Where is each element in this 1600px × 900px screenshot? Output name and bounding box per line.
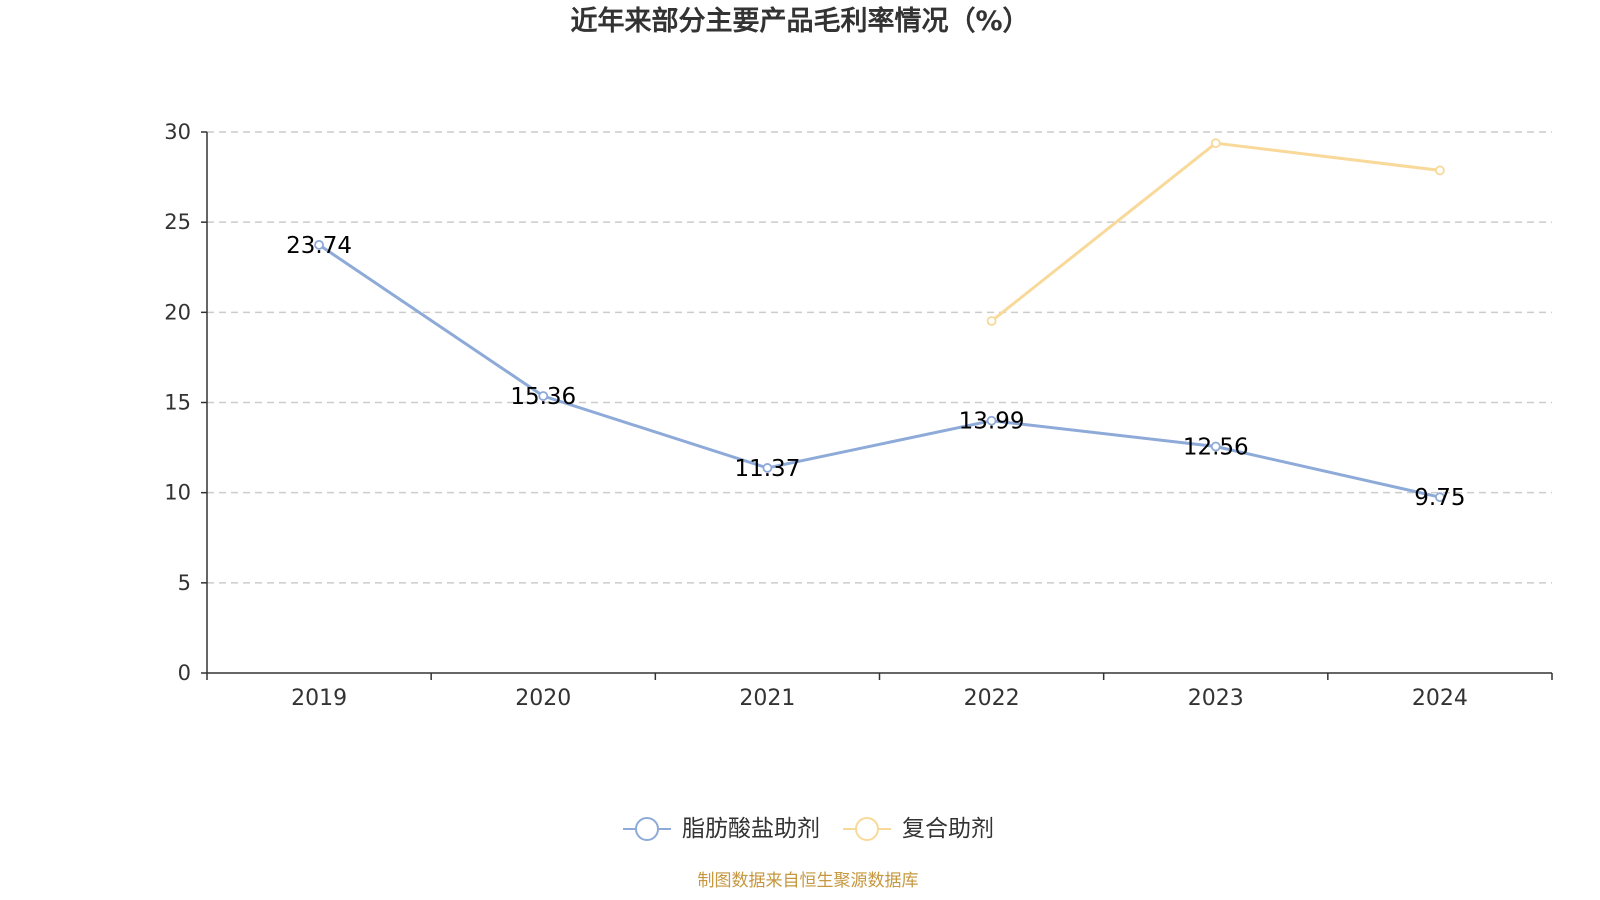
- series-1-point-2020: [538, 391, 549, 401]
- series-1-point-2021: [762, 463, 773, 473]
- series-1-data-label-2022: 13.99: [959, 409, 1025, 435]
- y-tick-label-30: 30: [164, 120, 191, 144]
- x-axis: 2019 2020 2021 2022 2023 2024: [206, 672, 1553, 711]
- series-2-point-2024: [1435, 165, 1445, 176]
- legend-item-series-1[interactable]: 脂肪酸盐助剂: [622, 814, 820, 844]
- grid: [207, 131, 1552, 584]
- x-tick-label-2019: 2019: [291, 686, 347, 711]
- series-2-line: [990, 141, 1442, 323]
- data-labels: 23.74 15.36 11.37 13.99 12.56 9.75: [286, 233, 1465, 511]
- y-axis: 0 5 10 15 20 25 30: [164, 120, 208, 685]
- series-1-data-label-2019: 23.74: [286, 233, 352, 259]
- y-tick-label-15: 15: [164, 391, 191, 415]
- legend-label-series-2: 复合助剂: [902, 816, 994, 842]
- series-1-line: [317, 243, 1442, 499]
- legend-line-marker-icon: [843, 817, 891, 841]
- chart-title: 近年来部分主要产品毛利率情况（%）: [570, 6, 1030, 37]
- y-tick-label-25: 25: [164, 210, 191, 234]
- y-tick-label-5: 5: [178, 571, 191, 595]
- series-1: [314, 239, 1445, 503]
- legend-item-series-2[interactable]: 复合助剂: [842, 814, 994, 844]
- legend-label-series-1: 脂肪酸盐助剂: [682, 816, 820, 842]
- series-1-point-2019: [314, 239, 324, 250]
- legend: 脂肪酸盐助剂 复合助剂: [16, 814, 1600, 844]
- series-2: [986, 138, 1445, 326]
- series-2-point-2022: [986, 316, 997, 326]
- x-tick-label-2024: 2024: [1412, 686, 1468, 711]
- legend-line-marker-icon: [623, 817, 671, 841]
- y-tick-label-20: 20: [164, 300, 191, 324]
- x-tick-label-2023: 2023: [1188, 686, 1244, 711]
- series-1-point-2023: [1210, 441, 1221, 452]
- series-2-point-2023: [1210, 138, 1221, 149]
- data-source-note: 制图数据来自恒生聚源数据库: [697, 871, 919, 891]
- y-tick-label-10: 10: [164, 481, 191, 505]
- line-chart: 0 5 10 15 20 25 30 2019 2020 2021 2022 2023 2024 23.7…: [164, 120, 1553, 711]
- x-tick-label-2020: 2020: [515, 686, 571, 711]
- series-1-point-2024: [1435, 492, 1445, 503]
- series-1-data-label-2020: 15.36: [510, 384, 576, 410]
- series-1-point-2022: [986, 415, 997, 426]
- x-tick-label-2022: 2022: [964, 686, 1020, 711]
- y-tick-label-0: 0: [178, 661, 191, 685]
- series-1-data-label-2021: 11.37: [734, 456, 800, 482]
- series-1-data-label-2023: 12.56: [1183, 435, 1249, 461]
- series-1-data-label-2024: 9.75: [1414, 485, 1465, 511]
- x-tick-label-2021: 2021: [739, 686, 795, 711]
